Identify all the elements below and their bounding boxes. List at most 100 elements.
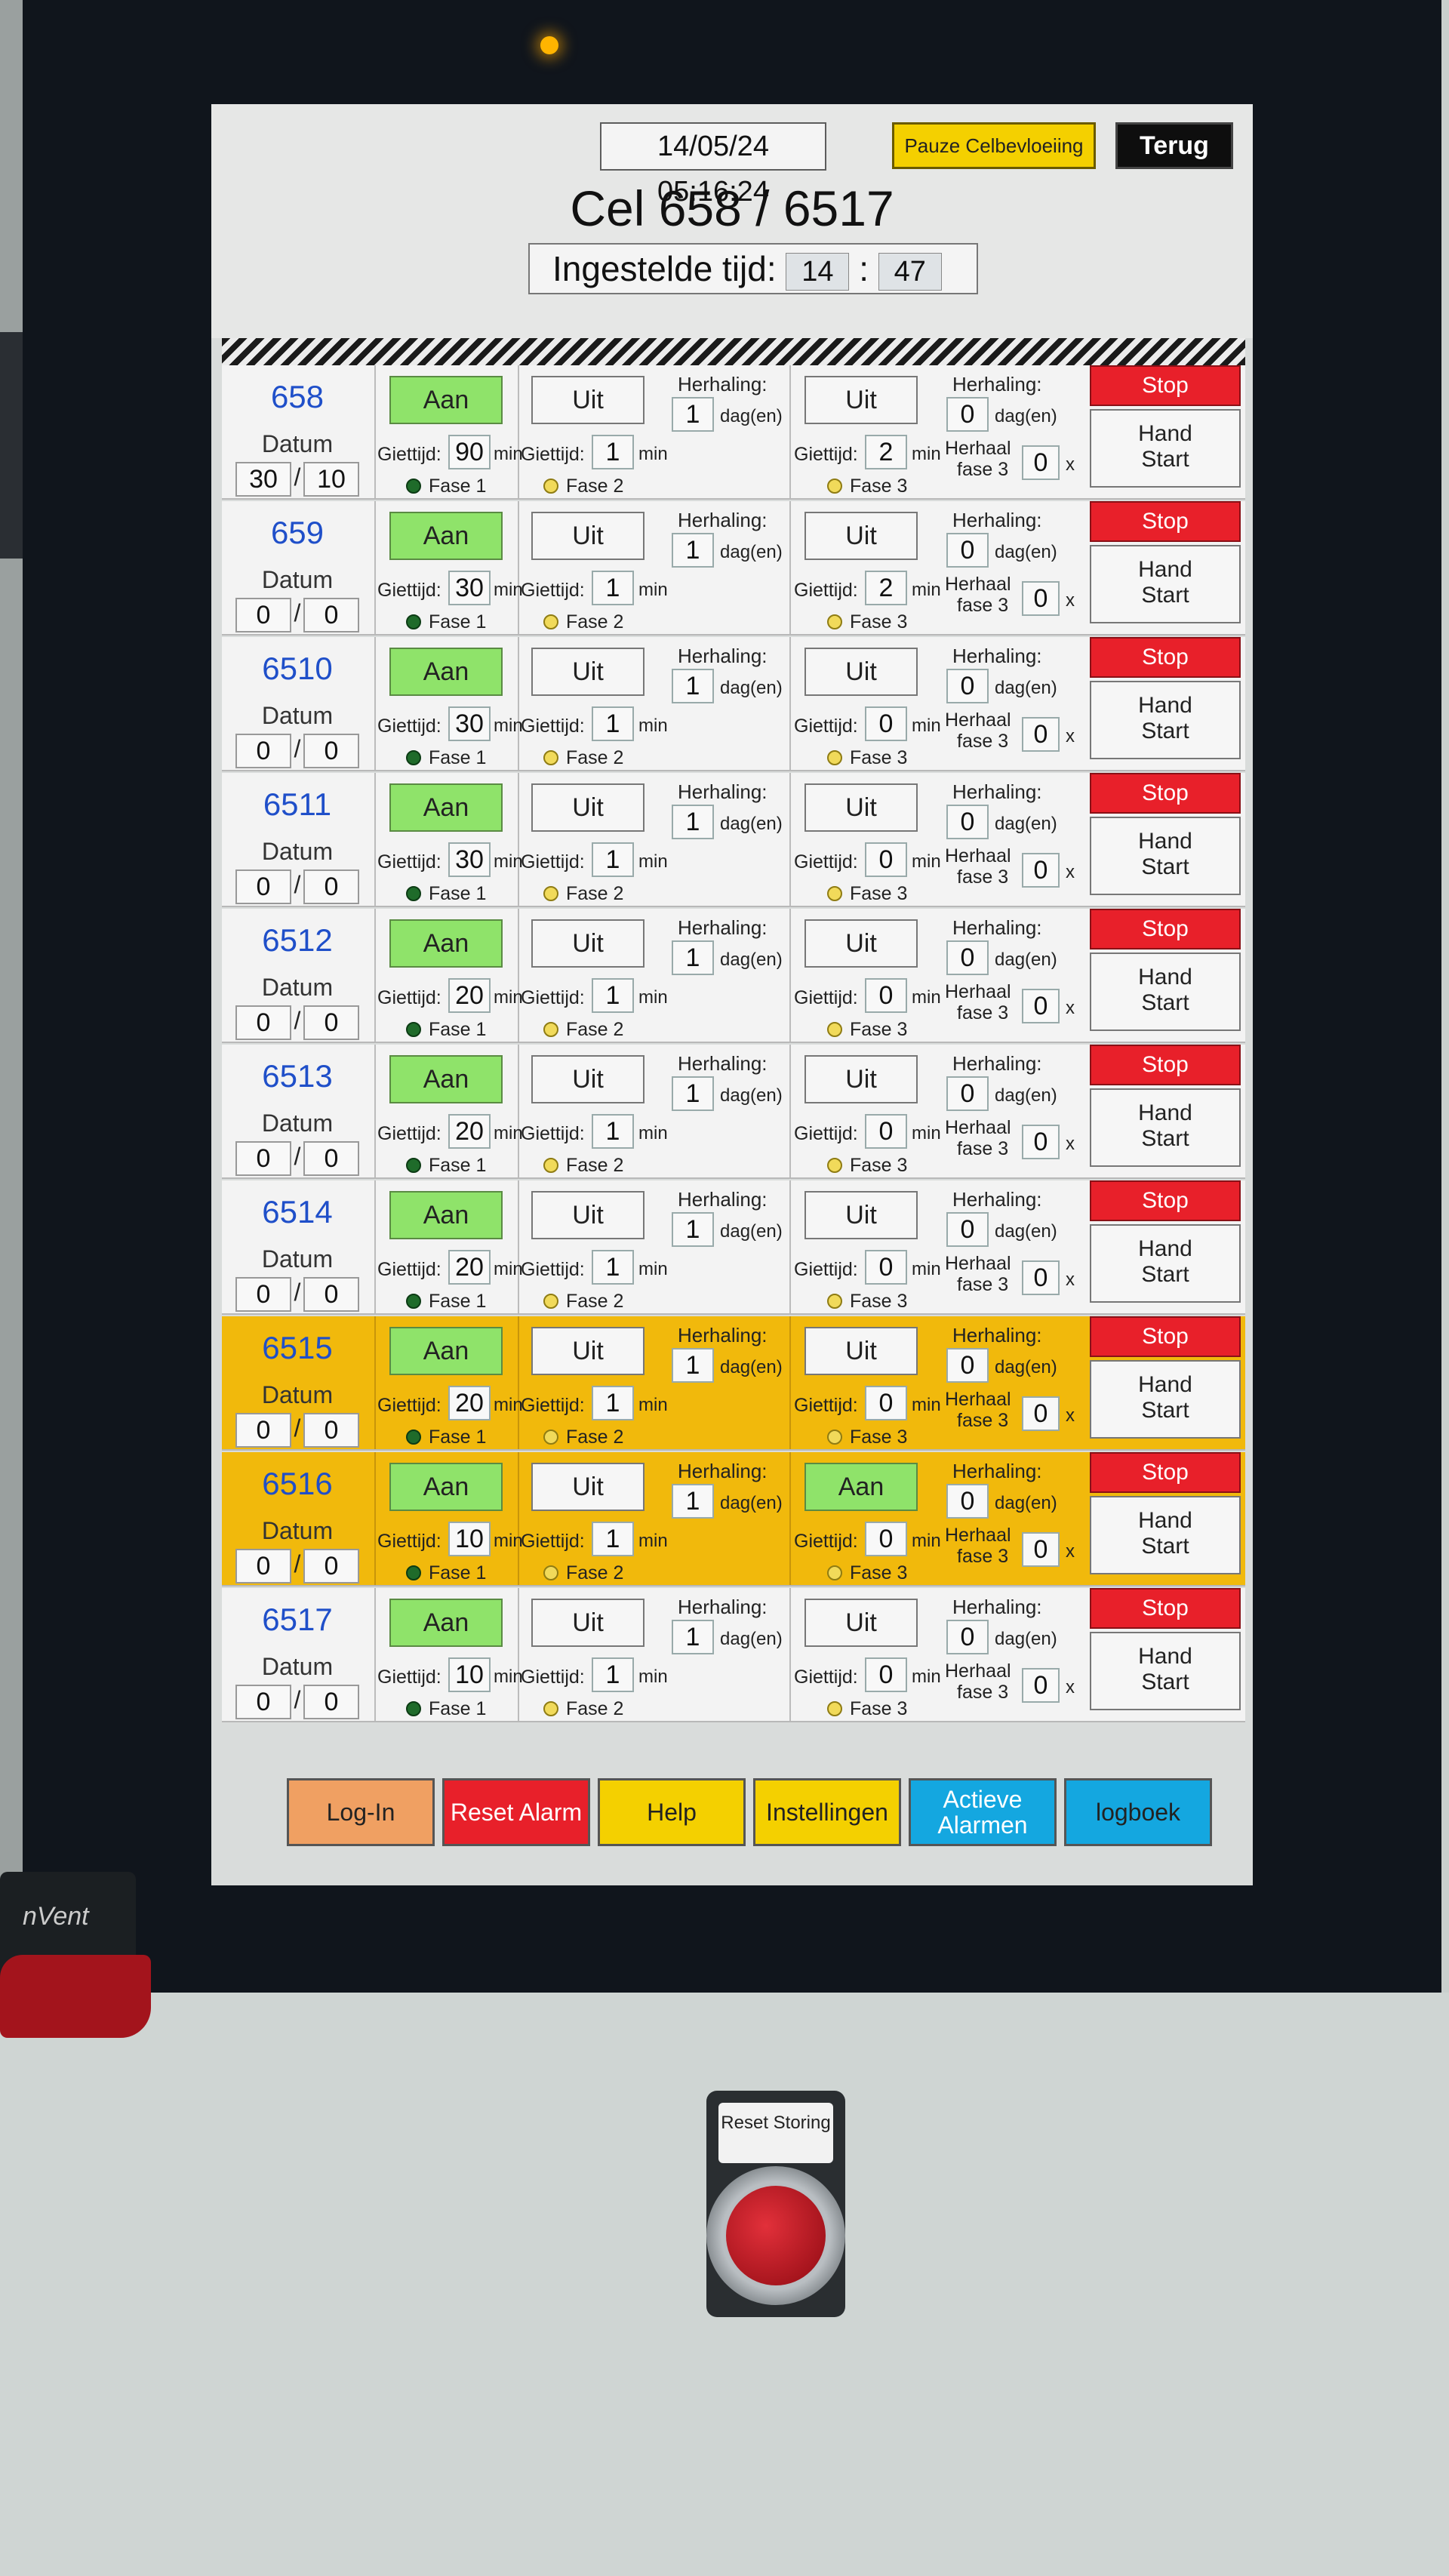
phase3-giettijd-field[interactable]: 0 [865,706,907,741]
hand-start-button[interactable]: Hand Start [1090,681,1241,759]
phase1-giettijd-field[interactable]: 30 [448,842,491,877]
set-time-hours-field[interactable]: 14 [786,252,850,291]
phase1-giettijd-field[interactable]: 30 [448,571,491,605]
phase2-toggle-button[interactable]: Uit [531,376,645,424]
stop-button[interactable]: Stop [1090,1045,1241,1085]
phase3-giettijd-field[interactable]: 0 [865,1522,907,1556]
phase2-herhaling-field[interactable]: 1 [672,397,714,432]
herhaal-fase3-field[interactable]: 0 [1022,853,1060,888]
phase3-giettijd-field[interactable]: 0 [865,1386,907,1420]
phase3-toggle-button[interactable]: Uit [804,1599,918,1647]
stop-button[interactable]: Stop [1090,773,1241,814]
herhaal-fase3-field[interactable]: 0 [1022,1260,1060,1295]
phase3-toggle-button[interactable]: Uit [804,512,918,560]
phase3-giettijd-field[interactable]: 0 [865,842,907,877]
date-day-field[interactable]: 0 [235,1277,291,1312]
phase3-toggle-button[interactable]: Uit [804,1327,918,1375]
hand-start-button[interactable]: Hand Start [1090,817,1241,895]
phase1-toggle-button[interactable]: Aan [389,376,503,424]
phase2-giettijd-field[interactable]: 1 [592,706,634,741]
phase3-toggle-button[interactable]: Aan [804,1463,918,1511]
phase3-herhaling-field[interactable]: 0 [946,1620,989,1654]
back-button[interactable]: Terug [1115,122,1233,169]
phase3-toggle-button[interactable]: Uit [804,648,918,696]
phase2-giettijd-field[interactable]: 1 [592,842,634,877]
phase1-giettijd-field[interactable]: 20 [448,1386,491,1420]
date-day-field[interactable]: 0 [235,1685,291,1719]
phase3-herhaling-field[interactable]: 0 [946,1348,989,1383]
phase3-toggle-button[interactable]: Uit [804,1191,918,1239]
phase2-giettijd-field[interactable]: 1 [592,1522,634,1556]
phase1-toggle-button[interactable]: Aan [389,1599,503,1647]
date-day-field[interactable]: 0 [235,1413,291,1448]
phase1-giettijd-field[interactable]: 90 [448,435,491,469]
phase1-giettijd-field[interactable]: 10 [448,1657,491,1692]
date-month-field[interactable]: 0 [303,1277,359,1312]
phase2-giettijd-field[interactable]: 1 [592,1386,634,1420]
footer-button-actieve-alarmen[interactable]: Actieve Alarmen [909,1778,1057,1846]
phase3-giettijd-field[interactable]: 2 [865,435,907,469]
phase2-herhaling-field[interactable]: 1 [672,669,714,703]
phase2-giettijd-field[interactable]: 1 [592,1657,634,1692]
date-month-field[interactable]: 0 [303,598,359,632]
date-month-field[interactable]: 10 [303,462,359,497]
phase1-giettijd-field[interactable]: 20 [448,978,491,1013]
herhaal-fase3-field[interactable]: 0 [1022,1532,1060,1567]
hand-start-button[interactable]: Hand Start [1090,1360,1241,1439]
set-time-minutes-field[interactable]: 47 [878,252,942,291]
phase2-toggle-button[interactable]: Uit [531,1599,645,1647]
herhaal-fase3-field[interactable]: 0 [1022,1668,1060,1703]
phase2-giettijd-field[interactable]: 1 [592,435,634,469]
phase1-toggle-button[interactable]: Aan [389,1191,503,1239]
phase3-toggle-button[interactable]: Uit [804,919,918,968]
phase2-herhaling-field[interactable]: 1 [672,805,714,839]
phase3-toggle-button[interactable]: Uit [804,1055,918,1103]
phase1-toggle-button[interactable]: Aan [389,648,503,696]
phase3-toggle-button[interactable]: Uit [804,376,918,424]
hand-start-button[interactable]: Hand Start [1090,1632,1241,1710]
footer-button-reset-alarm[interactable]: Reset Alarm [442,1778,590,1846]
phase3-herhaling-field[interactable]: 0 [946,533,989,568]
phase3-herhaling-field[interactable]: 0 [946,1076,989,1111]
phase2-toggle-button[interactable]: Uit [531,512,645,560]
footer-button-instellingen[interactable]: Instellingen [753,1778,901,1846]
date-month-field[interactable]: 0 [303,1685,359,1719]
date-month-field[interactable]: 0 [303,869,359,904]
stop-button[interactable]: Stop [1090,1452,1241,1493]
herhaal-fase3-field[interactable]: 0 [1022,989,1060,1023]
date-day-field[interactable]: 0 [235,1141,291,1176]
phase2-toggle-button[interactable]: Uit [531,783,645,832]
phase2-giettijd-field[interactable]: 1 [592,978,634,1013]
phase1-toggle-button[interactable]: Aan [389,1327,503,1375]
hand-start-button[interactable]: Hand Start [1090,1088,1241,1167]
phase3-herhaling-field[interactable]: 0 [946,1212,989,1247]
phase2-herhaling-field[interactable]: 1 [672,1484,714,1519]
stop-button[interactable]: Stop [1090,1180,1241,1221]
phase3-giettijd-field[interactable]: 0 [865,1657,907,1692]
phase3-giettijd-field[interactable]: 0 [865,1114,907,1149]
herhaal-fase3-field[interactable]: 0 [1022,717,1060,752]
phase1-toggle-button[interactable]: Aan [389,1463,503,1511]
date-month-field[interactable]: 0 [303,1005,359,1040]
phase3-herhaling-field[interactable]: 0 [946,397,989,432]
phase3-toggle-button[interactable]: Uit [804,783,918,832]
stop-button[interactable]: Stop [1090,365,1241,406]
date-month-field[interactable]: 0 [303,1549,359,1583]
phase2-herhaling-field[interactable]: 1 [672,940,714,975]
date-month-field[interactable]: 0 [303,1141,359,1176]
date-day-field[interactable]: 0 [235,1005,291,1040]
phase1-toggle-button[interactable]: Aan [389,783,503,832]
phase3-giettijd-field[interactable]: 2 [865,571,907,605]
herhaal-fase3-field[interactable]: 0 [1022,1125,1060,1159]
stop-button[interactable]: Stop [1090,909,1241,949]
date-month-field[interactable]: 0 [303,734,359,768]
phase1-giettijd-field[interactable]: 10 [448,1522,491,1556]
phase2-toggle-button[interactable]: Uit [531,1055,645,1103]
hand-start-button[interactable]: Hand Start [1090,1496,1241,1574]
stop-button[interactable]: Stop [1090,501,1241,542]
footer-button-logboek[interactable]: logboek [1064,1778,1212,1846]
stop-button[interactable]: Stop [1090,1316,1241,1357]
reset-storing-button[interactable] [726,2186,826,2285]
date-day-field[interactable]: 30 [235,462,291,497]
phase2-giettijd-field[interactable]: 1 [592,1250,634,1285]
